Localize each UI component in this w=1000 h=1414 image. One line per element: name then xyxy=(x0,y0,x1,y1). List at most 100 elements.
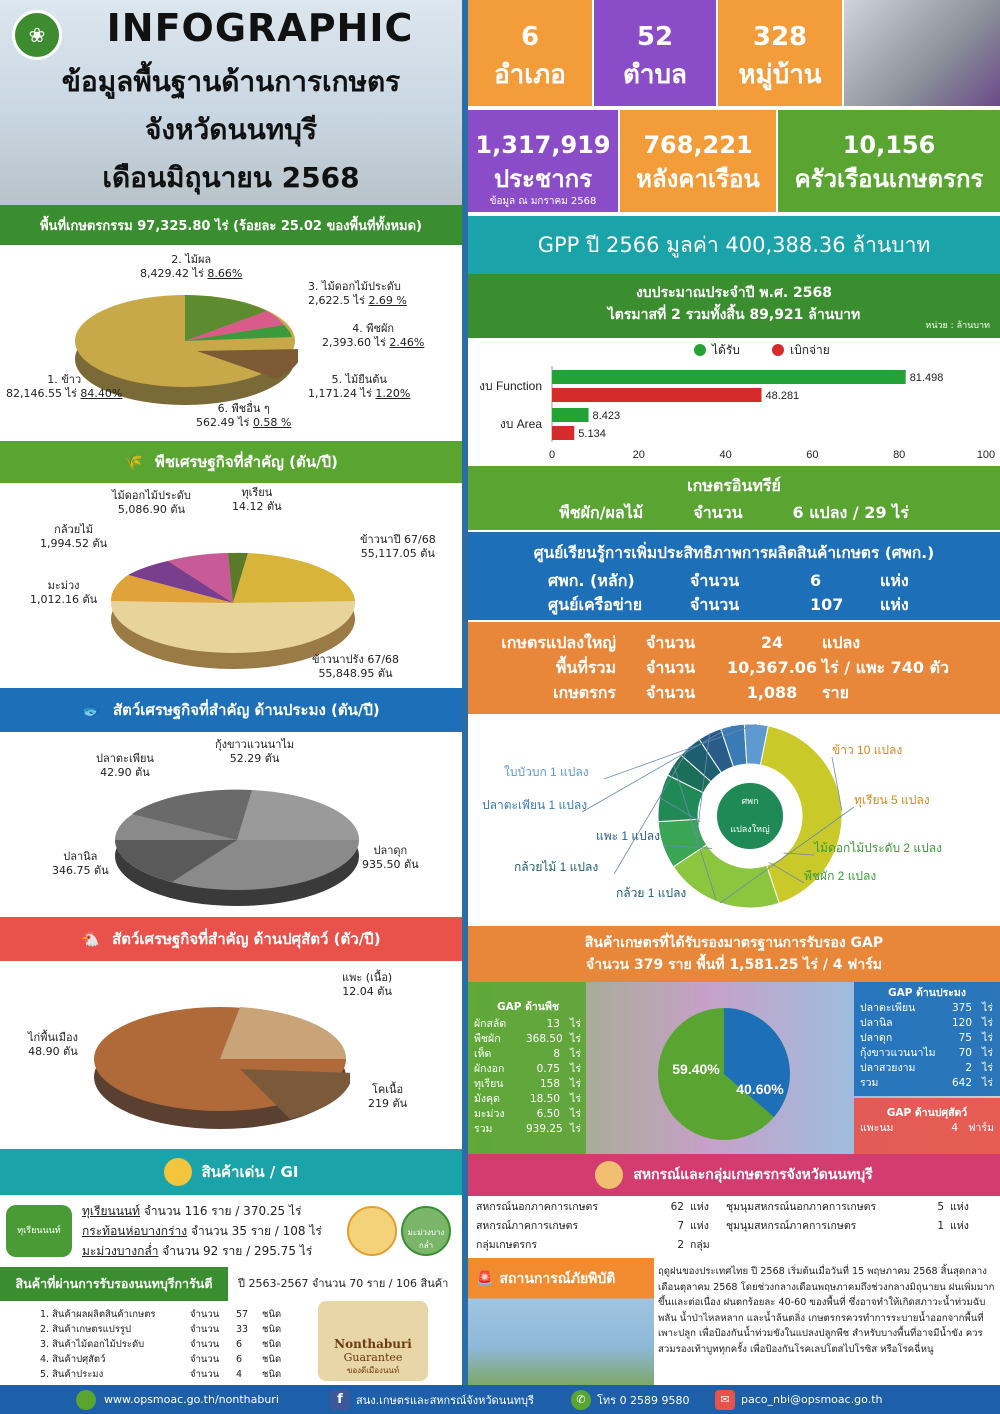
guarantee-row: 1. สินค้าผลผลิตสินค้าเกษตร จำนวน 57 ชนิด xyxy=(40,1309,282,1320)
x-tick-label: 80 xyxy=(893,449,905,461)
gap-row: รวม 642 ไร่ xyxy=(860,1076,994,1091)
stat-amphoe: 6 อำเภอ xyxy=(468,0,592,106)
gap-cell: ไร่ xyxy=(570,1108,581,1120)
bar xyxy=(552,388,762,402)
gap-cell: ไร่ xyxy=(982,1077,993,1089)
gap-cell: ไร่ xyxy=(570,1063,581,1075)
subtitle-line-3: เดือนมิถุนายน 2568 xyxy=(102,161,360,194)
stat-farm-households: 10,156 ครัวเรือนเกษตรกร xyxy=(778,110,1000,212)
area-pie-image xyxy=(75,295,298,405)
area-item-4: 4. พืชผัก 2,393.60 ไร่ 2.46% xyxy=(322,322,425,349)
crops-title-bar: 🌾 พืชเศรษฐกิจที่สำคัญ (ตัน/ปี) xyxy=(0,441,462,483)
gap-cell: 13 xyxy=(546,1018,560,1030)
gap-cell: รวม xyxy=(860,1077,879,1089)
globe-icon xyxy=(76,1389,96,1410)
gi-seal-icon xyxy=(347,1206,397,1256)
gi-section: ทุเรียนนนท์ ทุเรียนนนท์ จำนวน 116 ราย / … xyxy=(0,1195,462,1267)
gap-row: เห็ด 8 ไร่ xyxy=(474,1047,582,1062)
gap-cell: 158 xyxy=(539,1078,560,1090)
bar-value-label: 48.281 xyxy=(766,390,800,402)
facebook-link[interactable]: สนง.เกษตรและสหกรณ์จังหวัดนนทบุรี xyxy=(356,1393,534,1407)
donut-label: ปลาตะเพียน 1 แปลง xyxy=(482,798,587,812)
column-divider xyxy=(462,0,468,1385)
area-item-2: 2. ไม้ผล 8,429.42 ไร่ 8.66% xyxy=(140,253,243,280)
disaster-text: ฤดูฝนของประเทศไทย ปี 2568 เริ่มต้นเมื่อว… xyxy=(658,1266,995,1355)
area-item-6: 6. พืชอื่น ๆ 562.49 ไร่ 0.58 % xyxy=(196,402,292,429)
subtitle-line-2: จังหวัดนนทบุรี xyxy=(145,113,317,146)
donut-label: ข้าว 10 แปลง xyxy=(832,743,902,757)
fish-pie-image xyxy=(115,789,360,906)
fish-item-shrimp: กุ้งขาวแวนนาไม 52.29 ตัน xyxy=(215,738,295,765)
gap-row: ทุเรียน 158 ไร่ xyxy=(474,1077,582,1092)
area-section: 2. ไม้ผล 8,429.42 ไร่ 8.66% 3. ไม้ดอกไม้… xyxy=(0,245,462,441)
crops-pie-image xyxy=(110,552,355,669)
gap-cell: ปลานิล xyxy=(860,1017,893,1029)
budget-bar-chart: ได้รับ เบิกจ่าย 0 20 40 60 80 100 งบ Function 81.… xyxy=(479,343,995,461)
bar-value-label: 81.498 xyxy=(910,372,944,384)
phone-number[interactable]: โทร 0 2589 9580 xyxy=(597,1393,690,1407)
category-label: งบ Area xyxy=(500,417,542,431)
x-tick-label: 100 xyxy=(977,449,995,461)
legend-marker xyxy=(694,344,706,356)
crop-item-flowers: ไม้ดอกไม้ประดับ 5,086.90 ตัน xyxy=(112,489,191,516)
email-link[interactable]: paco_nbi@opsmoac.go.th xyxy=(741,1393,883,1406)
gap-cell: พืชผัก xyxy=(474,1033,501,1045)
gap-cell: ไร่ xyxy=(982,1017,993,1029)
livestock-item-goat: แพะ (เนื้อ) 12.04 ตัน xyxy=(342,971,393,998)
gi-title-bar: สินค้าเด่น / GI xyxy=(0,1149,462,1195)
bigfarm-logo xyxy=(715,781,785,851)
guarantee-summary: ปี 2563-2567 จำนวน 70 ราย / 106 สินค้า xyxy=(238,1277,449,1290)
learning-center-section: ศูนย์เรียนรู้การเพิ่มประสิทธิภาพการผลิตส… xyxy=(468,532,1000,620)
chicken-icon: 🐔 xyxy=(81,930,101,948)
gap-row: รวม 939.25 ไร่ xyxy=(474,1122,582,1137)
bar xyxy=(552,408,589,422)
area-title-bar: พื้นที่เกษตรกรรม 97,325.80 ไร่ (ร้อยละ 2… xyxy=(0,205,462,245)
gap-row: ปลาตะเพียน 375 ไร่ xyxy=(860,1001,994,1016)
bigfarm-logo-text: แปลงใหญ่ xyxy=(730,824,770,834)
gap-cell: 375 xyxy=(951,1002,972,1014)
donut-leader-line xyxy=(613,746,690,875)
siren-icon: 🚨 xyxy=(476,1271,494,1287)
donut-slice xyxy=(743,723,769,766)
gap-cell: 75 xyxy=(958,1032,972,1044)
coop-title-bar: สหกรณ์และกลุ่มเกษตรกรจังหวัดนนทบุรี xyxy=(468,1154,1000,1196)
gap-cell: 368.50 xyxy=(526,1033,563,1045)
donut-leader-line xyxy=(673,764,717,901)
gap-cell: มังคุด xyxy=(474,1093,500,1105)
budget-header: งบประมาณประจำปี พ.ศ. 2568 ไตรมาสที่ 2 รวม… xyxy=(468,274,1000,338)
fish-item-barb: ปลาตะเพียน 42.90 ตัน xyxy=(96,752,154,779)
gi-row: กระท้อนห่อบางกร่าง จำนวน 35 ราย / 108 ไร… xyxy=(82,1224,322,1238)
gi-logo-icon xyxy=(163,1158,192,1186)
crop-item-rice-dry: ข้าวนาปรัง 67/68 55,848.95 ตัน xyxy=(312,653,400,680)
disaster-image xyxy=(468,1258,654,1385)
gap-cell: รวม xyxy=(474,1123,493,1135)
livestock-title-bar: 🐔 สัตว์เศรษฐกิจที่สำคัญ ด้านปศุสัตว์ (ตัว… xyxy=(0,917,462,961)
bar xyxy=(552,370,906,384)
livestock-item-chicken: ไก่พื้นเมือง 48.90 ตัน xyxy=(28,1031,78,1058)
legend-marker xyxy=(772,344,784,356)
page-title: INFOGRAPHIC xyxy=(106,6,414,50)
guarantee-row: 3. สินค้าไม้ดอกไม้ประดับ จำนวน 6 ชนิด xyxy=(40,1339,282,1350)
gap-cell: มะม่วง xyxy=(474,1108,505,1120)
area-item-1: 1. ข้าว 82,146.55 ไร่ 84.40% xyxy=(6,373,123,400)
gap-cell: ไร่ xyxy=(570,1018,581,1030)
donut-leader-line xyxy=(695,733,711,844)
website-link[interactable]: www.opsmoac.go.th/nonthaburi xyxy=(104,1393,279,1406)
coop-section: สหกรณ์นอกภาคการเกษตร 62 แห่ง สหกรณ์ภาคการเ… xyxy=(468,1196,1000,1258)
disaster-title: 🚨 สถานการณ์ภัยพิบัติ xyxy=(476,1271,616,1287)
livestock-pie-image xyxy=(94,1007,350,1129)
guarantee-row: 4. สินค้าปศุสัตว์ จำนวน 6 ชนิด xyxy=(40,1354,282,1365)
coop-icon xyxy=(595,1161,624,1189)
donut-leader-line xyxy=(581,725,733,813)
crop-item-orchid: กล้วยไม้ 1,994.52 ตัน xyxy=(40,523,108,550)
area-item-5: 5. ไม้ยืนต้น 1,171.24 ไร่ 1.20% xyxy=(308,373,411,400)
nonthaburi-guarantee-logo: Nonthaburi Guarantee ของดีเมืองนนท์ xyxy=(318,1301,428,1381)
crop-item-rice-wet: ข้าวนาปี 67/68 55,117.05 ตัน xyxy=(360,533,436,560)
gap-cell: เห็ด xyxy=(474,1048,492,1060)
gap-cell: 6.50 xyxy=(536,1108,560,1120)
donut-label: ใบบัวบก 1 แปลง xyxy=(504,765,589,779)
stat-population: 1,317,919 ประชากร ข้อมูล ณ มกราคม 2568 xyxy=(468,110,618,212)
coop-right: ชุมนุมสหกรณ์นอกภาคการเกษตร 5 แห่ง ชุมนุมสห… xyxy=(726,1201,969,1232)
legend-label: เบิกจ่าย xyxy=(790,343,830,357)
